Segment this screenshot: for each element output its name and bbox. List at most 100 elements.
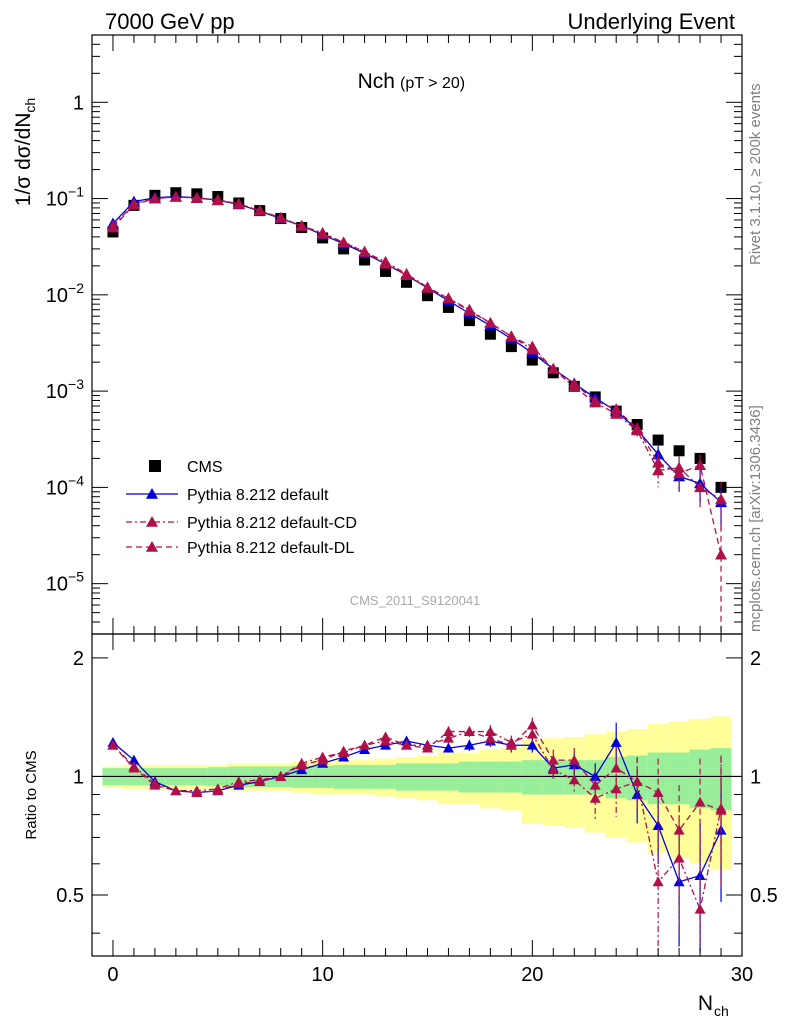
ratio-point: [296, 759, 308, 770]
ratio-point: [526, 719, 538, 730]
legend-label: Pythia 8.212 default-CD: [187, 515, 357, 532]
uncertainty-band-inner: [668, 752, 690, 805]
mc-point: [694, 459, 707, 471]
legend-label: CMS: [187, 459, 223, 476]
ratio-y-tick-label: 0.5: [56, 885, 84, 907]
cms-point: [505, 341, 517, 353]
y-tick-label: 10−2: [46, 280, 84, 307]
ratio-point: [589, 779, 601, 790]
legend-marker: [146, 541, 158, 552]
ratio-point: [610, 736, 622, 747]
ratio-point: [149, 779, 161, 790]
cms-point: [401, 276, 413, 288]
ratio-point: [547, 754, 559, 765]
ratio-y-tick-label-right: 0.5: [750, 885, 778, 907]
y-tick-label: 10−5: [46, 569, 84, 596]
mc-point: [253, 204, 266, 216]
ratio-point: [694, 903, 706, 914]
ratio-line: [112, 730, 722, 912]
ratio-y-tick-label: 1: [73, 766, 84, 788]
cms-point: [484, 328, 496, 340]
mc-point: [694, 481, 707, 493]
uncertainty-band-inner: [521, 760, 543, 795]
ratio-point: [170, 785, 182, 796]
cms-point: [338, 243, 350, 255]
ratio-point: [442, 726, 454, 736]
mc-point: [505, 330, 518, 342]
ratio-y-tick-label-right: 2: [750, 648, 761, 670]
cms-point: [652, 434, 664, 446]
cms-point: [526, 354, 538, 366]
ratio-y-tick-label: 2: [73, 648, 84, 670]
ratio-point: [463, 739, 475, 750]
ratio-point: [694, 796, 706, 807]
mc-point: [169, 190, 182, 202]
ratio-point: [715, 804, 727, 815]
mc-point: [463, 304, 476, 316]
ratio-point: [484, 726, 496, 736]
series-3: [106, 190, 728, 634]
mc-point: [274, 211, 287, 223]
x-axis-title: N ch: [698, 992, 729, 1019]
mc-point: [652, 464, 665, 476]
ratio-point: [275, 770, 287, 781]
cms-point: [421, 290, 433, 302]
svg-text:ch: ch: [714, 1003, 729, 1019]
mc-point: [673, 461, 686, 473]
mc-point: [358, 245, 371, 257]
ratio-y-tick-label-right: 1: [750, 766, 761, 788]
uncertainty-band-inner: [458, 761, 480, 793]
x-tick-label: 10: [312, 964, 334, 986]
ratio-plot-panel: 0.5 0.51 12 20 10 20 30: [56, 633, 778, 986]
header-energy: 7000 GeV pp: [105, 9, 235, 34]
mc-point: [715, 548, 728, 560]
ratio-point: [568, 754, 580, 765]
series-2: [106, 190, 728, 532]
ratio-point: [589, 792, 601, 803]
mc-point: [211, 194, 224, 206]
ratio-point: [359, 739, 371, 750]
mc-point: [652, 456, 665, 468]
mc-point: [568, 377, 581, 389]
series-line: [112, 195, 722, 503]
ratio-point: [652, 820, 664, 831]
ratio-point: [568, 774, 580, 785]
ratio-point: [526, 739, 538, 750]
mc-point: [316, 227, 329, 239]
ratio-point: [694, 870, 706, 881]
legend: CMS Pythia 8.212 default Pythia 8.212 defa…: [126, 459, 357, 557]
y-tick-label: 10−3: [46, 376, 84, 403]
header-process: Underlying Event: [567, 9, 735, 34]
y-tick-label: 1: [73, 92, 84, 114]
x-tick-label: 20: [521, 964, 543, 986]
mcplots-label: mcplots.cern.ch [arXiv:1306.3436]: [747, 405, 764, 632]
mc-point: [190, 192, 203, 203]
ratio-point: [212, 785, 224, 796]
ratio-point: [233, 777, 245, 788]
legend-marker: [149, 460, 161, 472]
uncertainty-band-inner: [479, 761, 501, 793]
legend-marker: [146, 488, 158, 499]
mc-point: [673, 467, 686, 479]
x-tick-label: 30: [731, 964, 753, 986]
legend-label: Pythia 8.212 default-DL: [187, 540, 354, 557]
plot-title-sub: (pT > 20): [400, 75, 465, 92]
ratio-point: [442, 742, 454, 753]
ratio-series-2: [107, 717, 727, 892]
ratio-point: [589, 770, 601, 781]
ratio-point: [673, 824, 685, 835]
ratio-point: [547, 764, 559, 775]
series-line: [112, 196, 722, 500]
ratio-point: [317, 754, 329, 765]
analysis-watermark: CMS_2011_S9120041: [350, 593, 481, 608]
cms-point: [359, 254, 371, 266]
ratio-point: [338, 745, 350, 756]
ratio-axis-title: Ratio to CMS: [23, 750, 40, 839]
mc-point: [715, 493, 728, 505]
mc-point: [337, 236, 350, 248]
y-tick-label: 10−4: [46, 472, 84, 499]
ratio-point: [254, 776, 266, 787]
mc-point: [589, 394, 602, 406]
ratio-point: [107, 739, 119, 750]
